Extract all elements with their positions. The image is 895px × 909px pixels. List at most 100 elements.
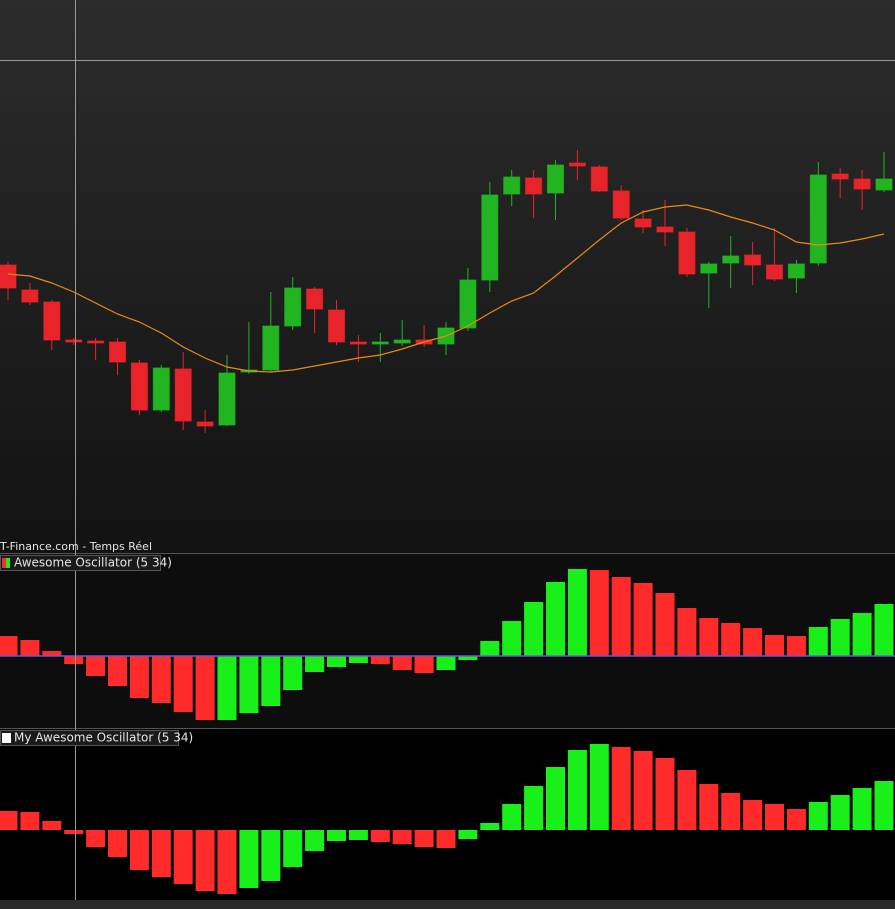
oscillator-bar (502, 621, 522, 656)
oscillator-bar (699, 618, 719, 656)
candle-body (503, 176, 521, 195)
candle-body (65, 339, 83, 343)
oscillator-bar (327, 830, 346, 841)
oscillator-bar (42, 821, 62, 830)
oscillator-title: My Awesome Oscillator (5 34) (14, 731, 193, 745)
oscillator-bar (786, 809, 806, 830)
oscillator-bar (173, 656, 193, 712)
oscillator-bar (808, 627, 828, 656)
candle-body (875, 178, 893, 191)
oscillator-bar (852, 788, 872, 830)
candle-body (196, 421, 214, 427)
oscillator-bar (20, 812, 40, 830)
oscillator-bar (261, 830, 281, 881)
oscillator-bar (436, 830, 456, 848)
oscillator-bar (129, 830, 149, 870)
candle-body (21, 289, 39, 303)
oscillator-bar (589, 744, 609, 830)
oscillator-bar (721, 793, 741, 830)
oscillator-bars (0, 569, 895, 720)
oscillator-bar (370, 830, 390, 842)
candle-body (349, 341, 367, 345)
oscillator-bar (611, 747, 631, 830)
legend-box[interactable] (0, 730, 179, 746)
oscillator-bar (808, 802, 828, 830)
candle-body (0, 264, 17, 289)
candle-body (853, 178, 871, 190)
price-panel (0, 0, 895, 553)
legend-icon (2, 733, 11, 743)
oscillator-bar (392, 830, 412, 844)
oscillator-bar (436, 656, 456, 670)
oscillator-bar (524, 602, 544, 656)
oscillator-bar (129, 656, 149, 698)
oscillator-bar (239, 830, 259, 888)
legend-icon (2, 558, 6, 568)
oscillator-bar (20, 640, 40, 656)
oscillator-bar (414, 656, 434, 673)
candle-body (218, 372, 236, 426)
oscillator-bar (261, 656, 281, 706)
candle-body (678, 231, 696, 275)
candle-body (809, 174, 827, 264)
moving-average (7, 204, 885, 373)
oscillator-bar (786, 636, 806, 656)
oscillator-bar (392, 656, 412, 670)
legend-icon (6, 558, 10, 568)
oscillator-bar (480, 823, 500, 830)
oscillator-bar (677, 608, 697, 656)
candle-body (87, 340, 105, 344)
oscillator-bar (874, 604, 894, 656)
oscillator-bar (830, 619, 850, 656)
oscillator-bar (546, 582, 565, 656)
oscillator-bar (239, 656, 259, 713)
candle-body (744, 254, 762, 266)
oscillator-bar (633, 751, 653, 830)
candle-body (547, 164, 564, 194)
oscillator-bar (64, 830, 84, 834)
oscillator-bar (217, 830, 237, 894)
oscillator-bar (42, 651, 62, 656)
source-label: T-Finance.com - Temps Réel (0, 540, 152, 553)
oscillator-title: Awesome Oscillator (5 34) (14, 556, 172, 570)
oscillator-bar (830, 795, 850, 830)
candle-body (700, 263, 718, 274)
oscillator-bar (633, 583, 653, 656)
oscillator-bar (655, 758, 675, 830)
oscillator-bar (283, 656, 303, 690)
oscillator-bar (327, 656, 346, 667)
candle-body (130, 362, 148, 411)
oscillator-bar (86, 830, 106, 847)
oscillator-bar (348, 830, 368, 840)
oscillator-bar (151, 830, 171, 877)
oscillator-bar (86, 656, 106, 676)
oscillator-bar (64, 656, 84, 664)
oscillator-bar (348, 656, 368, 663)
candle-body (787, 263, 805, 279)
candle-body (43, 301, 61, 341)
oscillator-bar (305, 656, 325, 672)
oscillator-bar (677, 770, 697, 830)
oscillator-bar (173, 830, 193, 884)
candle-body (612, 190, 630, 219)
oscillator-bar (414, 830, 434, 847)
oscillator-bar (655, 593, 675, 656)
candle-body (174, 368, 192, 422)
candle-body (568, 162, 586, 167)
legend-box[interactable] (0, 555, 161, 571)
oscillator-bar (589, 570, 609, 656)
oscillator-bar (370, 656, 390, 664)
oscillator-bar (502, 804, 522, 830)
oscillator-bar (524, 786, 544, 830)
candle-body (481, 194, 499, 281)
candle-body (371, 341, 389, 345)
candle-body (393, 339, 411, 344)
candle-body (634, 218, 652, 228)
status-bar (0, 900, 895, 909)
oscillator-bar (765, 635, 784, 656)
candle-body (262, 325, 280, 371)
oscillator-bar (0, 811, 18, 830)
oscillator-bar (458, 656, 478, 660)
candle-body (306, 288, 324, 310)
